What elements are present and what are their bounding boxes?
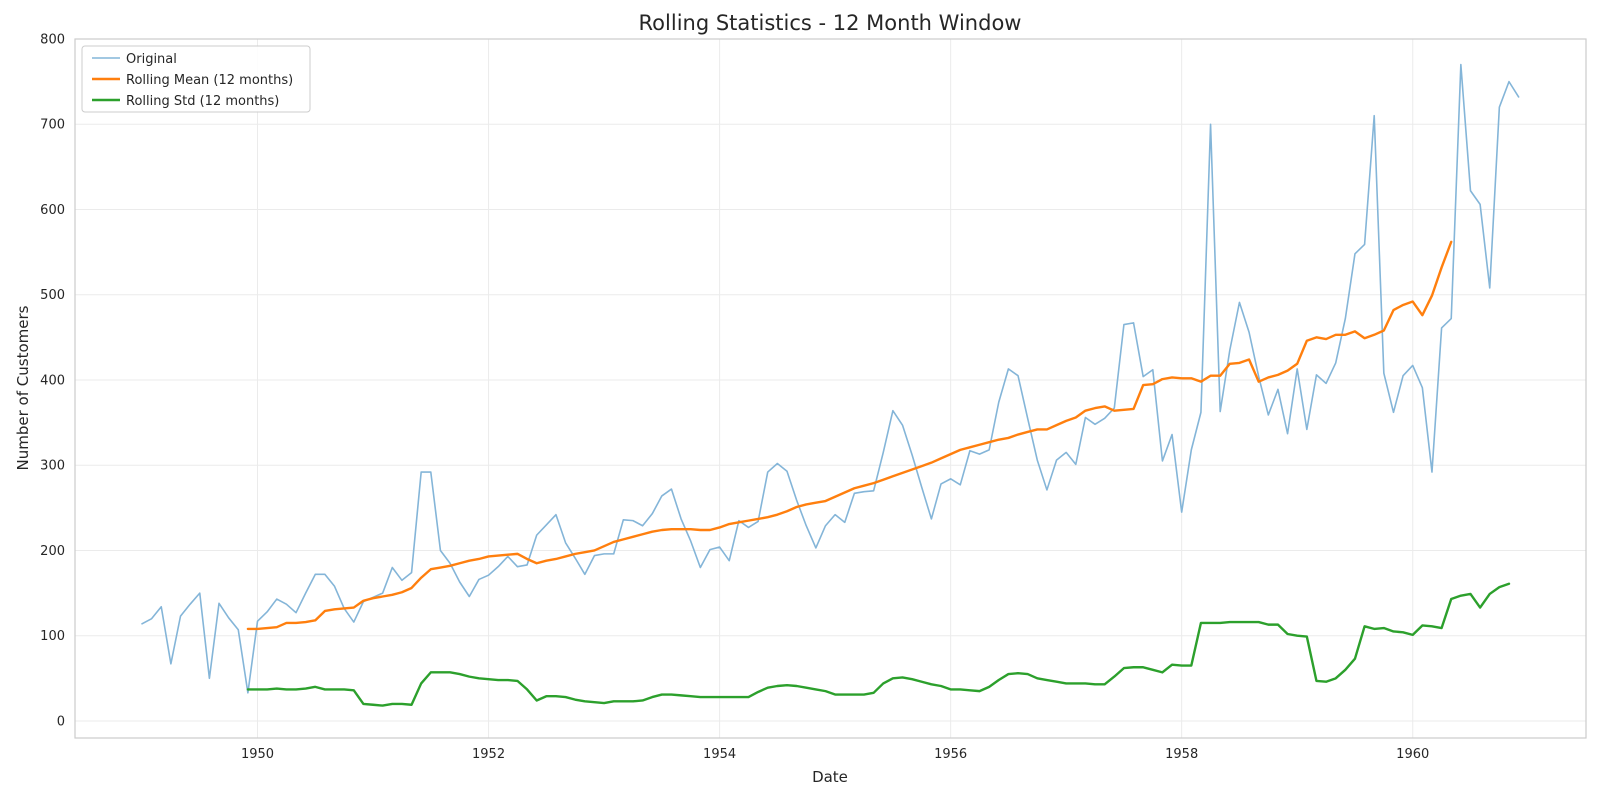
- y-tick-label-0: 0: [57, 714, 65, 729]
- y-tick-label-400: 400: [40, 373, 65, 388]
- y-tick-label-700: 700: [40, 118, 65, 133]
- legend-box: [81, 45, 311, 113]
- y-tick-label-600: 600: [40, 203, 65, 218]
- series-line-rolling-std: [246, 582, 1511, 707]
- legend-label-rolling-mean: Rolling Mean (12 months): [126, 73, 293, 88]
- y-tick-label-500: 500: [40, 288, 65, 303]
- y-tick-label-200: 200: [40, 544, 65, 559]
- chart-title: Rolling Statistics - 12 Month Window: [639, 11, 1022, 35]
- plot-frame: [74, 38, 1587, 739]
- grid: [75, 38, 1586, 738]
- legend-label-original: Original: [126, 52, 177, 67]
- series-line-original: [141, 63, 1520, 694]
- y-tick-label-800: 800: [40, 33, 65, 48]
- y-tick-label-300: 300: [40, 459, 65, 474]
- legend: Original Rolling Mean (12 months) Rollin…: [81, 45, 311, 113]
- x-tick-label-1952: 1952: [472, 747, 505, 762]
- x-tick-label-1960: 1960: [1396, 747, 1429, 762]
- y-tick-label-100: 100: [40, 629, 65, 644]
- y-axis-label: Number of Customers: [14, 305, 32, 470]
- legend-label-rolling-std: Rolling Std (12 months): [126, 94, 279, 109]
- series-line-rolling-mean: [246, 240, 1453, 631]
- y-tick-labels: 0 100 200 300 400 500 600 700 800: [40, 33, 65, 730]
- x-tick-label-1956: 1956: [934, 747, 967, 762]
- series-group: [141, 63, 1520, 707]
- x-tick-label-1958: 1958: [1165, 747, 1198, 762]
- x-tick-label-1950: 1950: [241, 747, 274, 762]
- x-tick-label-1954: 1954: [703, 747, 736, 762]
- x-axis-label: Date: [812, 768, 848, 786]
- x-tick-labels: 1950 1952 1954 1956 1958 1960: [241, 747, 1429, 762]
